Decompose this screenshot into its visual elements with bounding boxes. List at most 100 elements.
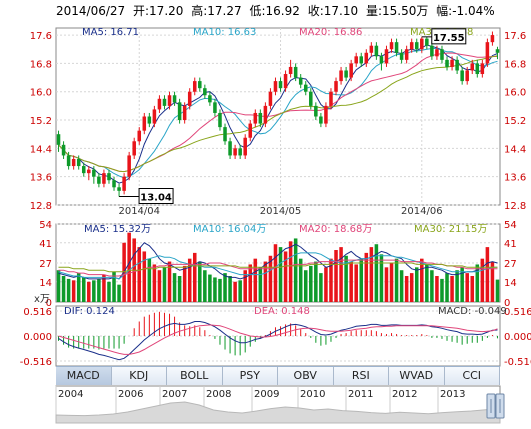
volume-bar: [409, 273, 414, 302]
candle-body: [420, 38, 424, 50]
high-callout: 17.55: [433, 33, 465, 44]
candle-body: [132, 141, 136, 156]
candle-body: [374, 45, 379, 57]
volume-bar: [162, 267, 167, 302]
candle-body: [208, 95, 212, 103]
price-ma-line-3: [58, 55, 498, 173]
tab-cci[interactable]: CCI: [444, 367, 500, 385]
close-value: 17.10: [324, 4, 358, 18]
volume-bar: [344, 255, 348, 302]
candle-body: [303, 84, 308, 92]
macd-y-tick-right: 0.000: [504, 332, 531, 343]
candle-body: [142, 116, 147, 131]
price-y-tick-right: 16.8: [504, 59, 526, 70]
volume-ma-line-3: [58, 262, 498, 273]
timeline-year-label: 2004: [58, 389, 83, 400]
candle-body: [92, 169, 96, 177]
price-y-tick-left: 17.6: [30, 31, 52, 42]
candle-body: [394, 42, 399, 53]
candle-body: [298, 77, 303, 85]
candle-body: [243, 137, 247, 156]
tab-psy[interactable]: PSY: [222, 367, 278, 385]
volume-y-tick-left: 14: [39, 278, 52, 289]
price-y-tick-right: 16.0: [504, 88, 526, 99]
timeline-navigator[interactable]: 2004 2006 2007 2008 2009 2010 2011 2012 2013: [55, 385, 505, 424]
volume-bar: [152, 264, 157, 302]
volume-bar: [379, 254, 384, 302]
candle-body: [359, 56, 364, 64]
volume-bar: [364, 252, 369, 302]
candle-body: [213, 102, 217, 113]
candle-body: [182, 105, 187, 121]
candle-body: [172, 95, 177, 103]
volume-bar: [495, 279, 500, 302]
high-label: 高:: [191, 3, 207, 18]
volume-y-tick-left: 0: [46, 298, 52, 309]
volume-unit: x万: [34, 294, 50, 305]
candle-body: [435, 49, 439, 57]
price-y-tick-left: 14.4: [30, 144, 52, 155]
volume-bar: [76, 273, 81, 302]
candle-body: [263, 105, 268, 124]
low-callout-box: [138, 188, 174, 205]
candle-body: [56, 134, 61, 145]
volume-bar: [243, 270, 247, 302]
volume-bar: [218, 278, 222, 302]
tab-kdj[interactable]: KDJ: [111, 367, 167, 385]
candle-body: [107, 173, 111, 181]
volume-y-tick-left: 27: [39, 259, 52, 270]
price-y-tick-right: 17.6: [504, 31, 526, 42]
volume-bar: [349, 261, 353, 302]
candle-body: [384, 49, 389, 64]
volume-bar: [490, 261, 495, 302]
price-y-tick-right: 15.2: [504, 116, 526, 127]
candle-body: [198, 81, 202, 89]
candle-body: [218, 112, 222, 128]
candle-body: [389, 42, 394, 50]
volume-bar: [455, 270, 459, 302]
volume-bar: [293, 238, 298, 302]
close-label: 收:: [308, 4, 324, 18]
volume-bar: [450, 276, 454, 302]
volume-bar: [66, 278, 71, 302]
volume-ma-legend-1: MA10: 16.04万: [193, 224, 266, 235]
volume-bar: [137, 247, 142, 302]
candle-body: [238, 148, 242, 156]
price-ma-legend-2: MA20: 16.86: [299, 27, 362, 38]
candle-body: [102, 173, 106, 184]
timeline-year-label: 2007: [162, 389, 187, 400]
candle-body: [480, 63, 485, 75]
candle-body: [425, 38, 429, 46]
volume-bar: [404, 276, 409, 302]
low-callout: 13.04: [140, 193, 172, 204]
tab-obv[interactable]: OBV: [278, 367, 334, 385]
candle-body: [187, 91, 192, 106]
volume-y-tick-right: 54: [504, 220, 517, 231]
candle-body: [470, 63, 475, 71]
candle-body: [152, 109, 157, 124]
volume-bar: [248, 264, 253, 302]
candle-body: [87, 169, 91, 174]
tab-wvad[interactable]: WVAD: [389, 367, 445, 385]
candle-body: [278, 81, 283, 89]
tab-macd[interactable]: MACD: [56, 367, 112, 385]
volume-y-tick-left: 54: [39, 220, 52, 231]
volume-y-tick-right: 27: [504, 259, 517, 270]
candle-body: [404, 49, 409, 60]
volume-bar: [92, 280, 96, 302]
volume-bar: [97, 278, 101, 302]
candle-body: [268, 91, 273, 106]
price-ma-line-1: [58, 48, 498, 179]
tab-boll[interactable]: BOLL: [167, 367, 223, 385]
volume-bar: [278, 247, 283, 302]
price-ma-legend-0: MA5: 16.71: [82, 27, 139, 38]
candle-body: [344, 70, 348, 78]
candle-body: [414, 42, 419, 50]
candle-body: [203, 88, 207, 96]
tab-rsi[interactable]: RSI: [333, 367, 389, 385]
candle-body: [233, 148, 237, 156]
volume-bar: [369, 247, 374, 302]
price-x-tick: 2014/06: [401, 206, 443, 217]
volume-bar: [182, 265, 187, 302]
volume-bar: [238, 280, 242, 302]
